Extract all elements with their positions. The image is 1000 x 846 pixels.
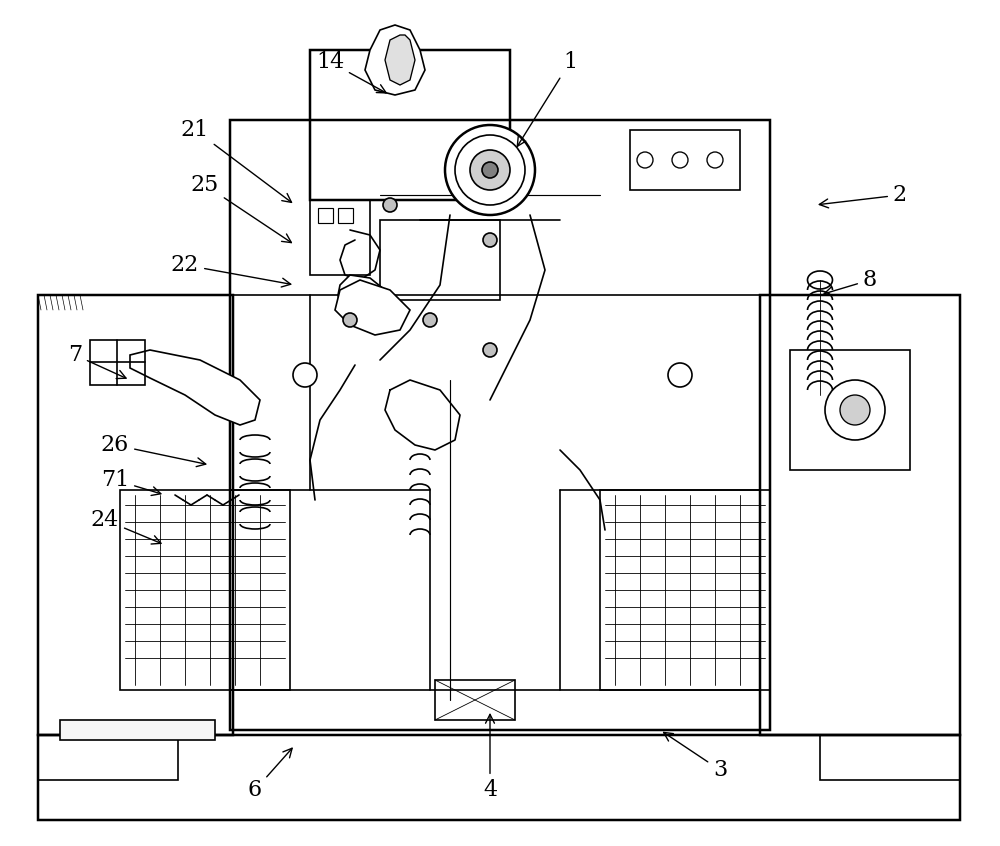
Text: 14: 14 [316,51,386,93]
Polygon shape [335,280,410,335]
Bar [120,490,290,690]
Circle shape [707,152,723,168]
Text: 2: 2 [819,184,907,208]
Polygon shape [338,275,388,318]
Polygon shape [130,350,260,425]
Text: 6: 6 [248,748,292,801]
Bar [760,295,960,735]
Circle shape [470,150,510,190]
Circle shape [825,380,885,440]
Bar [318,208,333,223]
Circle shape [668,363,692,387]
Text: 24: 24 [91,509,161,544]
Circle shape [445,125,535,215]
Text: 4: 4 [483,714,497,801]
Text: 21: 21 [181,119,292,202]
Bar [435,680,515,720]
Bar [310,50,510,200]
Bar [230,120,770,730]
Circle shape [455,135,525,205]
Circle shape [482,162,498,178]
Circle shape [840,395,870,425]
Bar [380,220,500,300]
Text: 25: 25 [191,174,291,243]
Circle shape [423,313,437,327]
Bar [600,490,770,690]
Bar [60,720,215,740]
Text: 71: 71 [101,469,161,496]
Polygon shape [385,35,415,85]
Bar [38,735,178,780]
Circle shape [293,363,317,387]
Text: 8: 8 [824,269,877,295]
Circle shape [483,233,497,247]
Bar [338,208,353,223]
Bar [310,200,370,275]
Bar [820,735,960,780]
Circle shape [483,343,497,357]
Bar [38,735,960,820]
Polygon shape [365,25,425,95]
Circle shape [383,198,397,212]
Bar [38,295,233,735]
Bar [630,130,740,190]
Bar [790,350,910,470]
Text: 22: 22 [171,254,291,287]
Text: 26: 26 [101,434,206,467]
Circle shape [637,152,653,168]
Text: 1: 1 [517,51,577,146]
Text: 3: 3 [664,733,727,781]
Text: 7: 7 [68,344,126,378]
Bar [90,340,145,385]
Circle shape [343,313,357,327]
Circle shape [672,152,688,168]
